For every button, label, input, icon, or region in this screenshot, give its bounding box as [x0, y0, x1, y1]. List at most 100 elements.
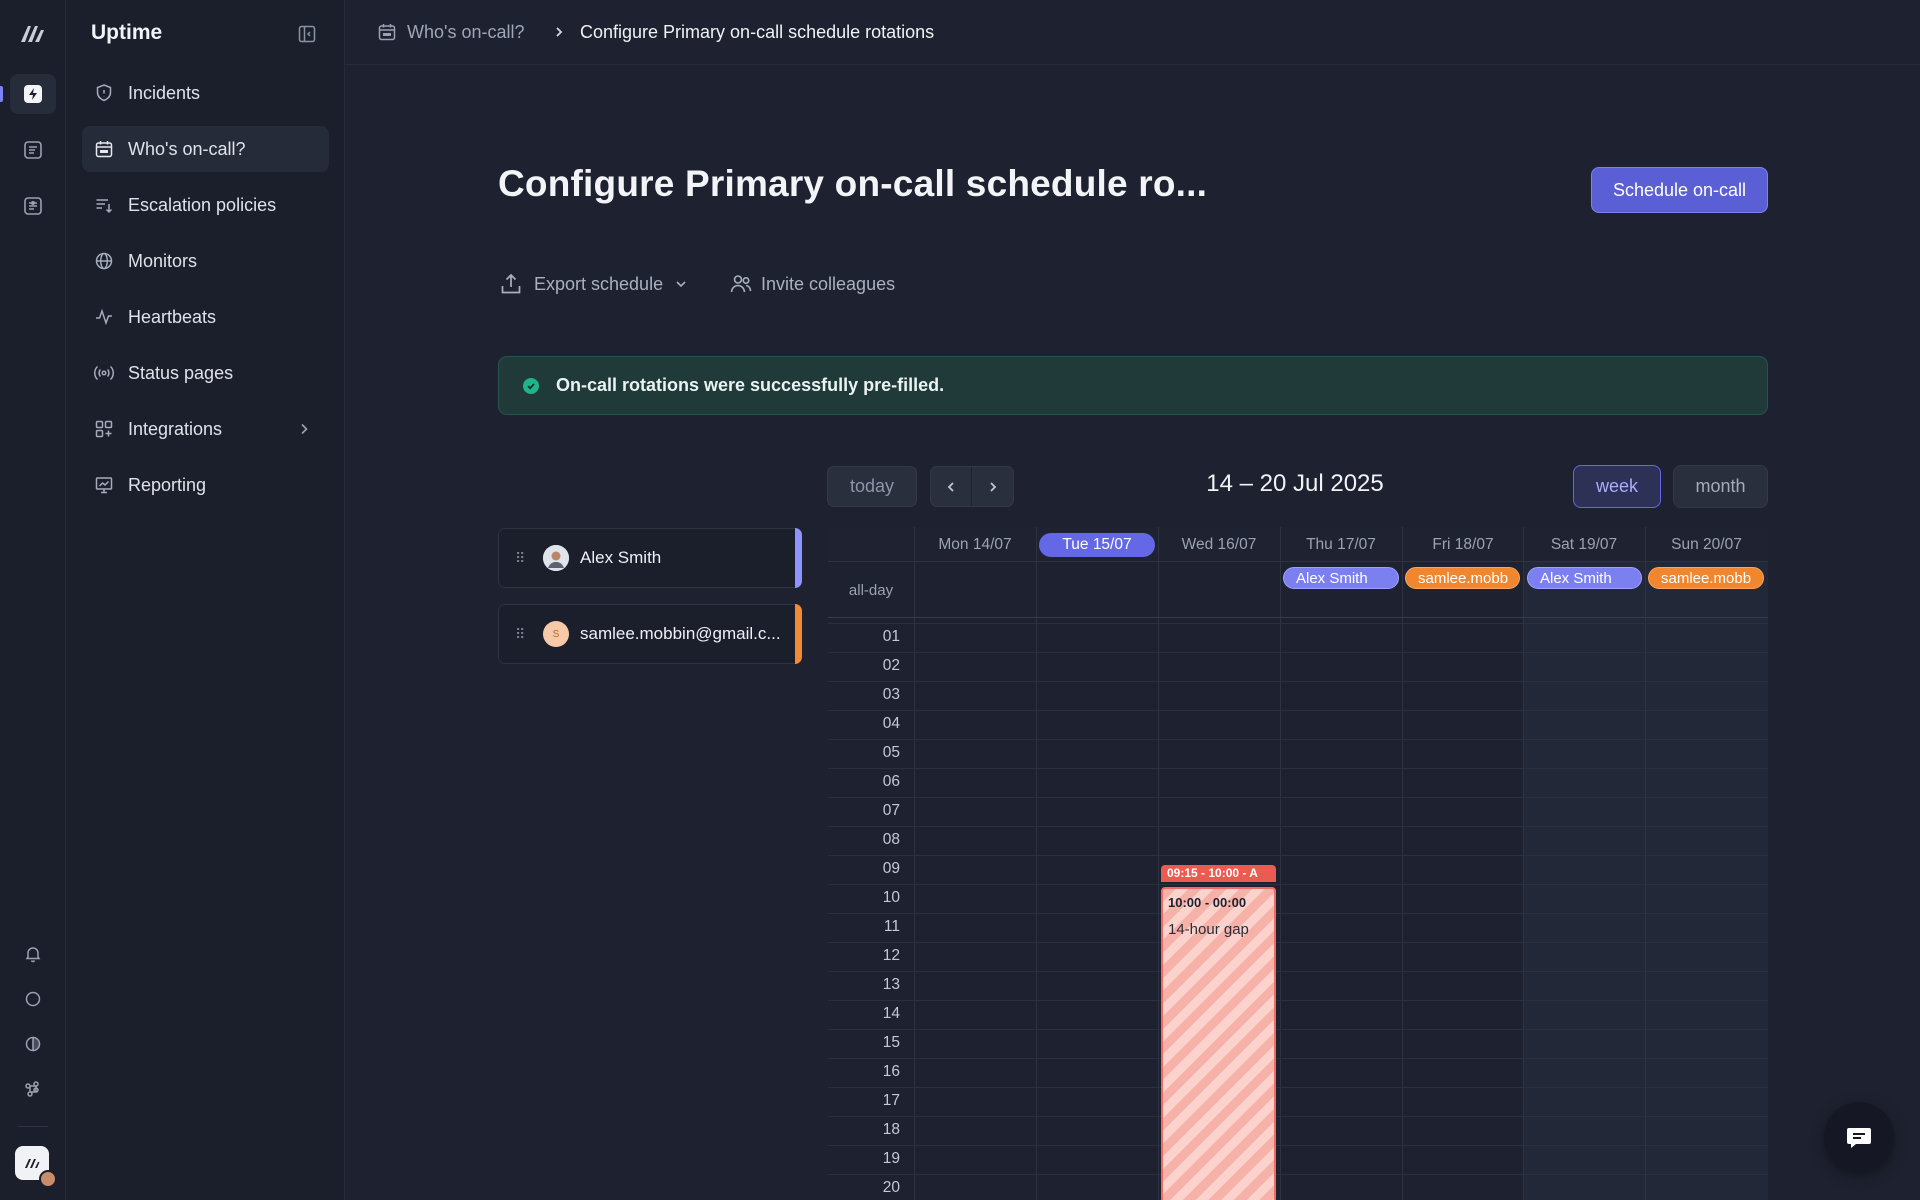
success-alert: On-call rotations were successfully pre-… — [498, 356, 1768, 415]
invite-colleagues-label: Invite colleagues — [761, 273, 896, 294]
rail-chat-button[interactable] — [10, 979, 56, 1019]
hour-label: 11 — [883, 918, 900, 935]
day-header-tue: Tue 15/07 — [1036, 527, 1158, 562]
rail-notifications-button[interactable] — [10, 934, 56, 974]
sidebar-item-label: Integrations — [128, 418, 223, 439]
sidebar-item-escalation-policies[interactable]: Escalation policies — [82, 182, 329, 228]
hour-row-line — [828, 913, 1768, 914]
message-icon — [25, 991, 41, 1007]
rail-incidents-button[interactable] — [0, 74, 56, 114]
calendar-icon — [378, 24, 396, 41]
avatar — [543, 545, 569, 571]
sidebar-item-heartbeats[interactable]: Heartbeats — [82, 294, 329, 340]
sidebar-item-whos-on-call[interactable]: Who's on-call? — [82, 126, 329, 172]
sidebar-item-label: Incidents — [128, 82, 201, 103]
next-week-button[interactable] — [972, 467, 1013, 506]
day-header-sun: Sun 20/07 — [1671, 535, 1742, 553]
sidebar-item-reporting[interactable]: Reporting — [82, 462, 329, 508]
view-month-button[interactable]: month — [1673, 465, 1768, 508]
user-avatar[interactable] — [39, 1170, 57, 1188]
hour-label: 12 — [882, 947, 900, 964]
hour-row-line — [828, 971, 1768, 972]
sidebar-item-label: Heartbeats — [128, 306, 217, 327]
breadcrumb-parent-link[interactable]: Who's on-call? — [407, 21, 525, 42]
hour-label: 18 — [882, 1121, 900, 1138]
sidebar-item-label: Who's on-call? — [128, 138, 246, 159]
page-title: Configure Primary on-call schedule ro... — [498, 163, 1208, 204]
sidebar-item-integrations[interactable]: Integrations — [82, 406, 329, 452]
prev-week-button[interactable] — [931, 467, 973, 506]
hour-row-line — [828, 1000, 1768, 1001]
icon-rail — [0, 0, 66, 1200]
on-call-shift-event[interactable]: 09:15 - 10:00 - A — [1161, 865, 1276, 882]
rail-dashboards-button[interactable] — [10, 186, 56, 226]
hour-label: 05 — [882, 744, 900, 761]
today-button[interactable]: today — [827, 466, 917, 507]
all-day-event[interactable]: Alex Smith — [1283, 567, 1399, 589]
hour-label: 06 — [882, 773, 900, 790]
rotation-member[interactable]: ⠿ Alex Smith — [498, 528, 802, 588]
collapse-sidebar-icon[interactable] — [297, 24, 317, 44]
sidebar-item-incidents[interactable]: Incidents — [82, 70, 329, 116]
member-color-bar — [795, 604, 802, 664]
calendar-header — [828, 527, 1768, 562]
chat-widget-button[interactable] — [1824, 1102, 1894, 1172]
avatar: S — [543, 621, 569, 647]
grid-column-line — [1402, 527, 1403, 1200]
hour-row-line — [828, 1145, 1768, 1146]
hour-row-line — [828, 652, 1768, 653]
week-calendar: Mon 14/07 Tue 15/07 Wed 16/07 Thu 17/07 … — [828, 527, 1768, 1200]
grid-column-line — [1645, 527, 1646, 1200]
all-day-event[interactable]: Alex Smith — [1527, 567, 1642, 589]
day-header-mon: Mon 14/07 — [938, 535, 1012, 553]
hour-row-line — [828, 1087, 1768, 1088]
hour-row-line — [828, 739, 1768, 740]
person-photo-icon — [543, 545, 569, 571]
globe-icon — [93, 250, 115, 272]
hour-label: 09 — [882, 860, 900, 877]
breadcrumb-current: Configure Primary on-call schedule rotat… — [580, 21, 935, 42]
grid-column-line — [1158, 527, 1159, 1200]
view-week-button[interactable]: week — [1573, 465, 1661, 508]
rail-command-button[interactable] — [10, 1069, 56, 1109]
drag-handle-icon[interactable]: ⠿ — [515, 550, 527, 566]
calendar-range-title: 14 – 20 Jul 2025 — [1206, 470, 1384, 497]
hour-row-line — [828, 681, 1768, 682]
sidebar-item-label: Escalation policies — [128, 194, 277, 215]
hour-row-line — [828, 710, 1768, 711]
hour-row-line — [828, 623, 1768, 624]
chevron-right-icon — [301, 423, 308, 435]
breadcrumb: Who's on-call? Configure Primary on-call… — [345, 0, 1920, 65]
day-header-wed: Wed 16/07 — [1181, 535, 1257, 553]
drag-handle-icon[interactable]: ⠿ — [515, 626, 527, 642]
member-color-bar — [795, 528, 802, 588]
rotation-member[interactable]: ⠿ S samlee.mobbin@gmail.c... — [498, 604, 802, 664]
hour-label: 08 — [882, 831, 900, 848]
chevron-right-icon — [556, 27, 563, 37]
schedule-on-call-button[interactable]: Schedule on-call — [1591, 167, 1768, 213]
grid-column-line — [1523, 527, 1524, 1200]
bell-icon — [25, 947, 41, 963]
rail-theme-button[interactable] — [10, 1024, 56, 1064]
export-schedule-dropdown[interactable]: Export schedule — [499, 268, 688, 300]
sidebar-item-monitors[interactable]: Monitors — [82, 238, 329, 284]
today-label: Tue 15/07 — [1039, 532, 1155, 557]
all-day-event[interactable]: samlee.mobb — [1648, 567, 1764, 589]
command-icon — [25, 1081, 39, 1097]
rail-logs-button[interactable] — [10, 130, 56, 170]
escalation-icon — [93, 194, 115, 216]
hour-row-line — [828, 942, 1768, 943]
all-day-divider — [828, 617, 1768, 618]
coverage-gap-event[interactable]: 10:00 - 00:00 14-hour gap — [1161, 887, 1276, 1200]
member-name: Alex Smith — [580, 548, 662, 567]
nav-buttons — [930, 466, 1014, 507]
day-header-sat: Sat 19/07 — [1550, 535, 1618, 553]
chevron-left-icon — [947, 481, 954, 492]
contrast-icon — [25, 1036, 41, 1052]
invite-colleagues-button[interactable]: Invite colleagues — [729, 268, 895, 300]
chevron-right-icon — [989, 481, 996, 492]
sidebar-item-status-pages[interactable]: Status pages — [82, 350, 329, 396]
hour-label: 19 — [882, 1150, 900, 1167]
all-day-event[interactable]: samlee.mobb — [1405, 567, 1520, 589]
upload-icon — [501, 273, 521, 294]
